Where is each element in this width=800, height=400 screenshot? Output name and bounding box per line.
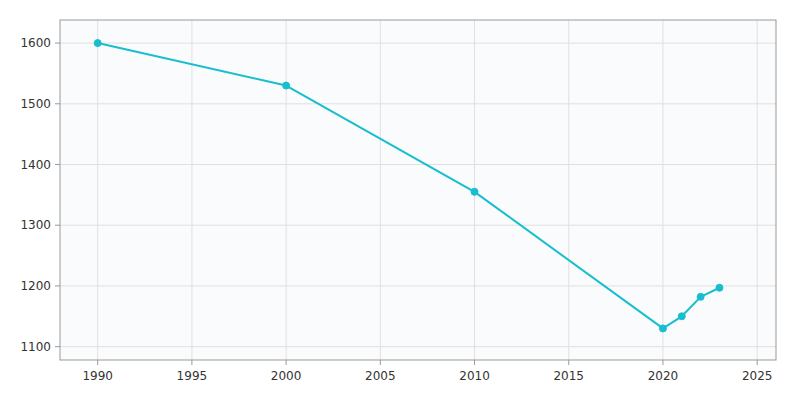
data-layer: [94, 40, 723, 332]
point: [678, 313, 685, 320]
y-tick: [55, 43, 60, 44]
grid-line-x: [568, 20, 569, 360]
y-tick-label: 1300: [20, 218, 51, 232]
x-tick-label: 2005: [365, 369, 396, 383]
y-tick-label: 1400: [20, 158, 51, 172]
y-tick: [55, 225, 60, 226]
y-tick: [55, 285, 60, 286]
x-tick: [380, 360, 381, 365]
grid-line-x: [662, 20, 663, 360]
line: [98, 43, 720, 328]
x-tick-label: 2015: [553, 369, 584, 383]
grid-line-y: [60, 346, 776, 347]
grid-line-x: [97, 20, 98, 360]
grid-line-y: [60, 225, 776, 226]
point: [471, 188, 478, 195]
y-tick-label: 1500: [20, 97, 51, 111]
chart-container: 1990 1995 2000 2005 2010 2015 2020 2025 1100 1200…: [0, 0, 800, 400]
grid-line-y: [60, 103, 776, 104]
y-tick-label: 1600: [20, 36, 51, 50]
grid-line-y: [60, 285, 776, 286]
point: [716, 284, 723, 291]
x-tick-label: 2010: [459, 369, 490, 383]
x-tick: [97, 360, 98, 365]
grid: [60, 20, 776, 360]
x-tick: [568, 360, 569, 365]
y-tick: [55, 346, 60, 347]
grid-line-x: [191, 20, 192, 360]
x-tick-label: 1995: [177, 369, 208, 383]
x-tick: [662, 360, 663, 365]
x-tick-label: 1990: [82, 369, 113, 383]
x-tick-label: 2000: [271, 369, 302, 383]
x-tick-label: 2025: [742, 369, 773, 383]
plot-area: [60, 20, 776, 360]
x-tick: [474, 360, 475, 365]
axes: 1990 1995 2000 2005 2010 2015 2020 2025 1100 1200…: [20, 36, 772, 383]
point: [659, 325, 666, 332]
plot-frame: [60, 20, 776, 360]
y-tick: [55, 103, 60, 104]
y-tick-label: 1100: [20, 340, 51, 354]
grid-line-y: [60, 43, 776, 44]
point: [697, 293, 704, 300]
grid-line-y: [60, 164, 776, 165]
chart-svg: 1990 1995 2000 2005 2010 2015 2020 2025 1100 1200…: [0, 0, 800, 400]
grid-line-x: [757, 20, 758, 360]
x-tick: [191, 360, 192, 365]
point: [283, 82, 290, 89]
y-tick-label: 1200: [20, 279, 51, 293]
grid-line-x: [380, 20, 381, 360]
y-tick: [55, 164, 60, 165]
x-tick-label: 2020: [648, 369, 679, 383]
grid-line-x: [286, 20, 287, 360]
x-tick: [757, 360, 758, 365]
point: [94, 40, 101, 47]
x-tick: [286, 360, 287, 365]
